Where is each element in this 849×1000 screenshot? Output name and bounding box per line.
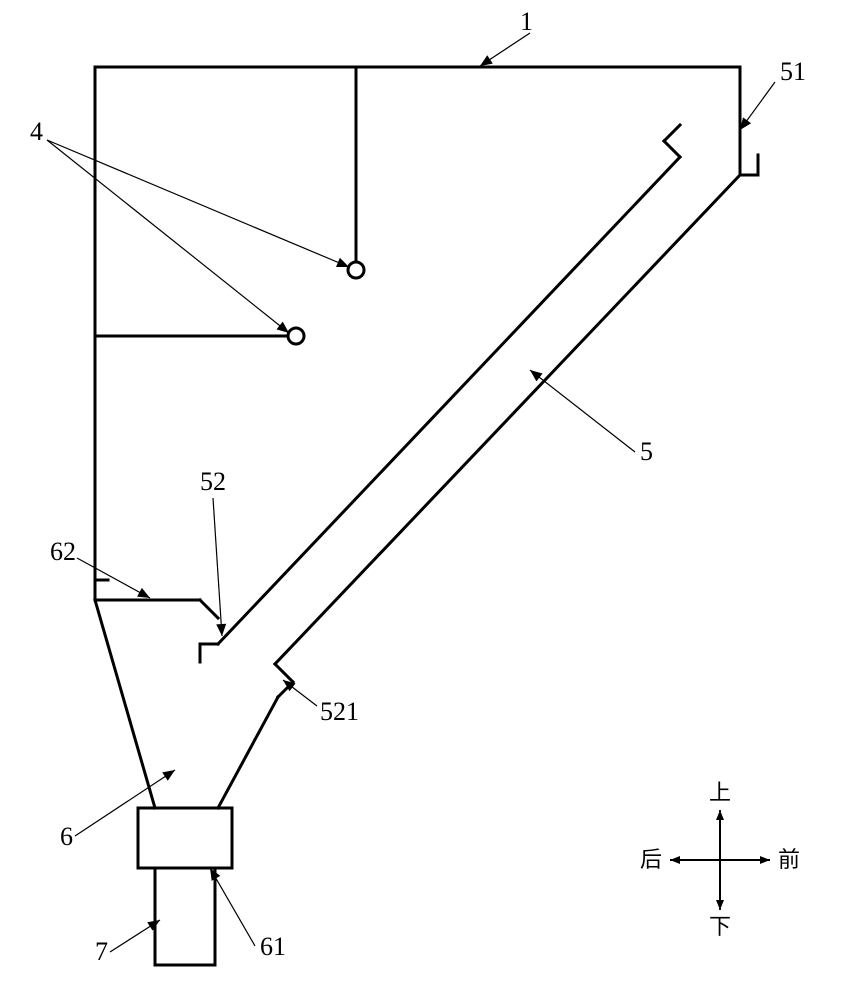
leader-arrow-l51	[740, 117, 751, 130]
leader-arrow-l6	[162, 770, 175, 781]
leader-l62	[77, 558, 150, 598]
geom-channel_outer	[275, 175, 740, 664]
leader-l5	[530, 370, 635, 452]
label-l61: 61	[260, 932, 286, 961]
geom-notch51_in_a	[664, 141, 680, 157]
leader-l4b	[47, 140, 289, 333]
label-l62: 62	[50, 537, 76, 566]
geom-channel_inner	[218, 157, 680, 644]
marker-dot_upper	[348, 262, 364, 278]
geom-notch52_out_a	[275, 664, 293, 682]
leader-arrow-l1	[480, 55, 493, 66]
leader-arrow-l4b	[277, 322, 289, 333]
geom-seg62_to52	[200, 600, 218, 618]
leader-arrow-l52	[216, 624, 226, 636]
compass-label-left: 后	[640, 847, 662, 872]
compass-arrow-right	[760, 856, 770, 864]
label-l51: 51	[780, 57, 806, 86]
label-l4: 4	[30, 117, 43, 146]
compass-arrow-left	[670, 856, 680, 864]
compass-label-down: 下	[709, 914, 731, 939]
compass-label-up: 上	[709, 780, 731, 805]
geom-funnel_left	[95, 600, 155, 808]
label-l5: 5	[640, 437, 653, 466]
label-l7: 7	[95, 937, 108, 966]
leader-arrow-l7	[147, 920, 160, 931]
label-l6: 6	[60, 822, 73, 851]
leader-arrow-l62	[137, 588, 150, 598]
geom-funnel_right	[218, 697, 278, 808]
compass-arrow-up	[716, 810, 724, 820]
marker-dot_lower	[288, 328, 304, 344]
leader-arrow-l4a	[336, 258, 349, 267]
label-l521: 521	[320, 697, 359, 726]
label-l52: 52	[200, 467, 226, 496]
leader-l61	[210, 868, 255, 946]
label-l1: 1	[520, 7, 533, 36]
leader-l4a	[47, 140, 349, 267]
compass-arrow-down	[716, 900, 724, 910]
compass-label-right: 前	[778, 847, 800, 872]
geom-notch51_in_b	[664, 125, 680, 141]
leader-arrow-l5	[530, 370, 543, 381]
leader-l6	[75, 770, 175, 836]
